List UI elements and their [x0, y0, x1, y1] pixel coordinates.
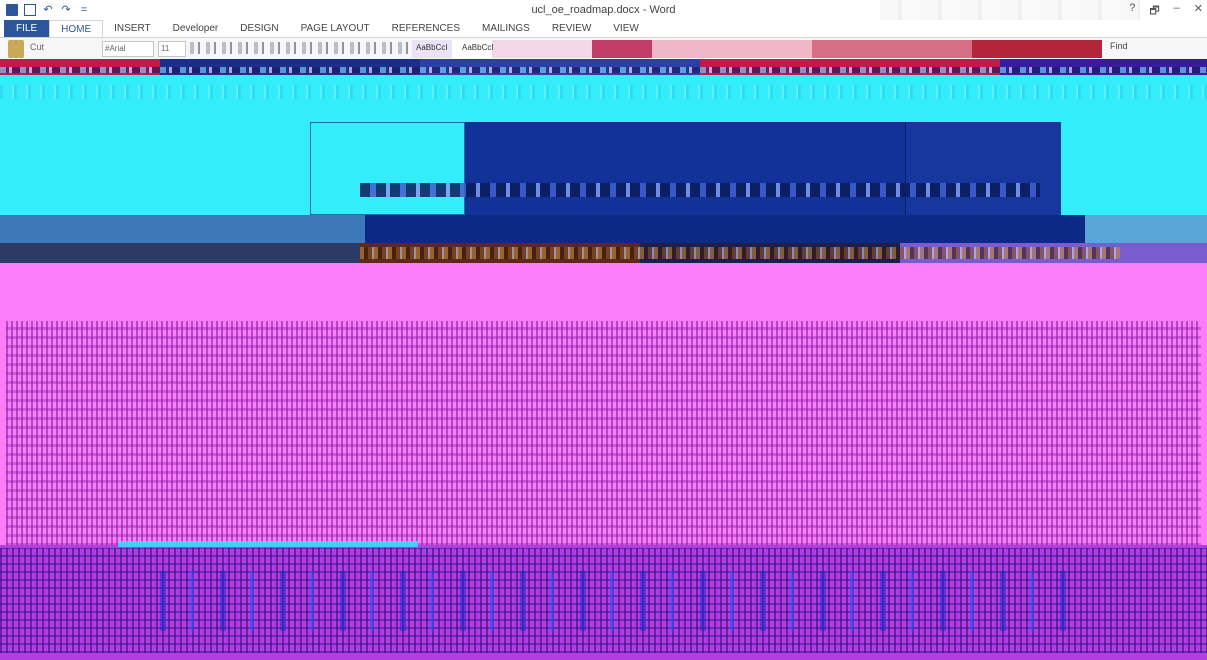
customize-toolbar-icon[interactable]: = [80, 4, 88, 16]
header-image-block [465, 122, 905, 215]
tab-references[interactable]: REFERENCES [391, 23, 461, 34]
ribbon-glitch-noise [0, 67, 1207, 73]
cut-button[interactable]: Cut [30, 42, 45, 52]
tab-mailings[interactable]: MAILINGS [482, 23, 530, 34]
document-blue-artifacts [160, 571, 1090, 631]
style-no-spacing[interactable]: AaBbCcI [462, 43, 494, 52]
title-bar-decoration [880, 0, 1140, 20]
style-normal[interactable]: AaBbCcI [416, 43, 448, 52]
ribbon: Cut #Arial 11 AaBbCcI AaBbCcI Find [0, 37, 1207, 60]
tab-developer[interactable]: Developer [172, 23, 219, 34]
close-button[interactable]: ✕ [1193, 3, 1203, 15]
find-button[interactable]: Find [1110, 41, 1128, 51]
tab-design[interactable]: DESIGN [240, 23, 279, 34]
ribbon-display-button[interactable]: 🗗 [1149, 5, 1160, 17]
header-image-block-right [905, 122, 1061, 215]
document-title: ucl_oe_roadmap.docx - Word [531, 4, 676, 16]
tab-view[interactable]: VIEW [613, 23, 639, 34]
header-dark-band [0, 215, 1207, 263]
document-page[interactable] [0, 263, 1207, 660]
ribbon-tabs: FILE HOME INSERT Developer DESIGN PAGE L… [0, 20, 1207, 37]
dark-band-left [0, 215, 365, 243]
tab-home[interactable]: HOME [49, 20, 104, 37]
dark-band-center [365, 215, 1085, 243]
quick-access-toolbar: ↶ ↷ = [6, 3, 90, 17]
styles-gallery[interactable] [412, 40, 1102, 58]
dark-band-noise [360, 247, 1120, 259]
ruler [0, 85, 1207, 99]
document-header-band [0, 75, 1207, 215]
tab-page-layout[interactable]: PAGE LAYOUT [300, 23, 370, 34]
word-logo-icon[interactable] [6, 4, 18, 16]
paste-icon[interactable] [8, 40, 24, 58]
header-outline-box [310, 122, 465, 215]
save-icon[interactable] [24, 4, 36, 16]
redo-icon[interactable]: ↷ [61, 4, 71, 16]
font-name-select[interactable]: #Arial [102, 41, 154, 57]
dark-band-right [1085, 215, 1207, 243]
header-glitch-smear [360, 183, 1040, 197]
minimize-button[interactable]: – [1173, 2, 1180, 14]
window-controls: ? 🗗 – ✕ [1129, 2, 1203, 21]
undo-icon[interactable]: ↶ [43, 4, 53, 16]
tab-review[interactable]: REVIEW [551, 23, 592, 34]
tab-insert[interactable]: INSERT [114, 23, 151, 34]
document-cyan-line [118, 541, 418, 547]
help-button[interactable]: ? [1129, 2, 1136, 14]
title-bar: ↶ ↷ = ucl_oe_roadmap.docx - Word ? 🗗 – ✕ [0, 0, 1207, 20]
tab-file[interactable]: FILE [4, 20, 50, 37]
ribbon-glitch-band [0, 59, 1207, 75]
font-size-select[interactable]: 11 [158, 41, 186, 57]
formatting-tools[interactable] [190, 42, 410, 54]
